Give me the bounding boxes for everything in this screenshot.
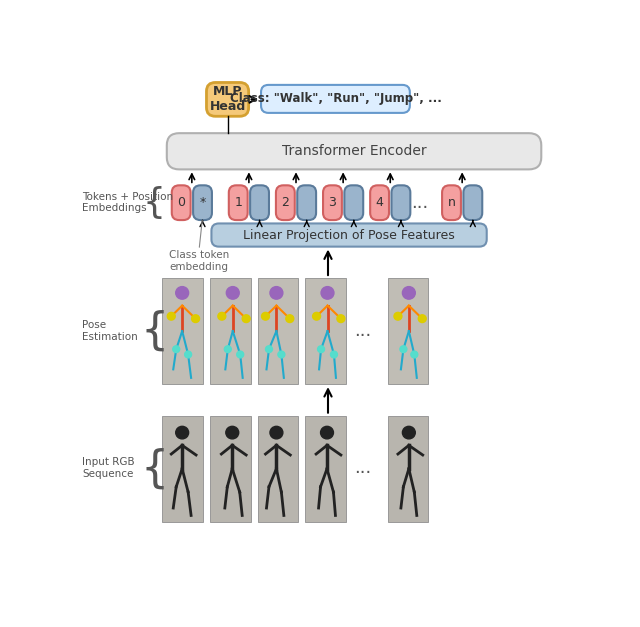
Circle shape	[176, 426, 189, 439]
Text: ...: ...	[354, 322, 371, 340]
FancyBboxPatch shape	[261, 85, 410, 113]
Circle shape	[191, 315, 200, 322]
FancyBboxPatch shape	[162, 416, 202, 522]
Text: MLP
Head: MLP Head	[209, 85, 246, 113]
Circle shape	[185, 351, 191, 358]
FancyBboxPatch shape	[172, 186, 191, 220]
FancyBboxPatch shape	[297, 186, 316, 220]
Circle shape	[419, 315, 426, 322]
FancyBboxPatch shape	[193, 186, 212, 220]
Text: ...: ...	[354, 459, 371, 477]
Circle shape	[411, 351, 418, 358]
Circle shape	[242, 315, 250, 322]
FancyBboxPatch shape	[257, 278, 298, 384]
Circle shape	[330, 351, 337, 358]
FancyBboxPatch shape	[442, 186, 461, 220]
Text: 1: 1	[234, 196, 242, 209]
Circle shape	[403, 426, 415, 439]
Text: 3: 3	[328, 196, 337, 209]
FancyBboxPatch shape	[162, 278, 202, 384]
Text: Tokens + Position
Embeddings: Tokens + Position Embeddings	[83, 192, 173, 214]
FancyBboxPatch shape	[207, 83, 249, 116]
Text: Linear Projection of Pose Features: Linear Projection of Pose Features	[243, 229, 455, 241]
Circle shape	[227, 287, 239, 299]
Circle shape	[321, 426, 333, 439]
FancyBboxPatch shape	[305, 278, 346, 384]
Circle shape	[173, 346, 180, 352]
FancyBboxPatch shape	[167, 133, 541, 169]
Circle shape	[321, 287, 334, 299]
FancyBboxPatch shape	[323, 186, 342, 220]
Circle shape	[218, 312, 226, 320]
Text: Pose
Estimation: Pose Estimation	[83, 320, 138, 342]
Text: *: *	[200, 196, 205, 209]
Text: {: {	[140, 310, 168, 352]
Text: Class: "Walk", "Run", "Jump", ...: Class: "Walk", "Run", "Jump", ...	[230, 92, 442, 105]
Text: {: {	[140, 447, 168, 490]
Text: {: {	[143, 186, 166, 219]
Text: ...: ...	[411, 194, 428, 212]
Circle shape	[225, 346, 231, 352]
FancyBboxPatch shape	[276, 186, 295, 220]
FancyBboxPatch shape	[344, 186, 364, 220]
Circle shape	[270, 287, 283, 299]
Text: 2: 2	[282, 196, 289, 209]
Circle shape	[278, 351, 285, 358]
Circle shape	[270, 426, 283, 439]
FancyBboxPatch shape	[370, 186, 389, 220]
Circle shape	[237, 351, 244, 358]
Circle shape	[176, 287, 189, 299]
Text: 4: 4	[376, 196, 383, 209]
Circle shape	[312, 312, 321, 320]
FancyBboxPatch shape	[257, 416, 298, 522]
Circle shape	[226, 426, 239, 439]
FancyBboxPatch shape	[305, 416, 346, 522]
Text: n: n	[447, 196, 456, 209]
Circle shape	[167, 312, 175, 320]
FancyBboxPatch shape	[250, 186, 269, 220]
FancyBboxPatch shape	[388, 278, 428, 384]
Circle shape	[317, 346, 324, 352]
FancyBboxPatch shape	[210, 416, 251, 522]
Circle shape	[403, 287, 415, 299]
Text: Class token
embedding: Class token embedding	[169, 250, 229, 271]
Circle shape	[394, 312, 402, 320]
Text: Input RGB
Sequence: Input RGB Sequence	[83, 457, 135, 478]
Circle shape	[286, 315, 294, 322]
FancyBboxPatch shape	[210, 278, 251, 384]
Text: 0: 0	[177, 196, 185, 209]
Circle shape	[262, 312, 269, 320]
Circle shape	[337, 315, 345, 322]
FancyBboxPatch shape	[463, 186, 483, 220]
FancyBboxPatch shape	[392, 186, 410, 220]
FancyBboxPatch shape	[211, 223, 487, 246]
FancyBboxPatch shape	[388, 416, 428, 522]
Circle shape	[266, 346, 273, 352]
Circle shape	[400, 346, 407, 352]
Text: Transformer Encoder: Transformer Encoder	[282, 144, 426, 158]
FancyBboxPatch shape	[229, 186, 248, 220]
